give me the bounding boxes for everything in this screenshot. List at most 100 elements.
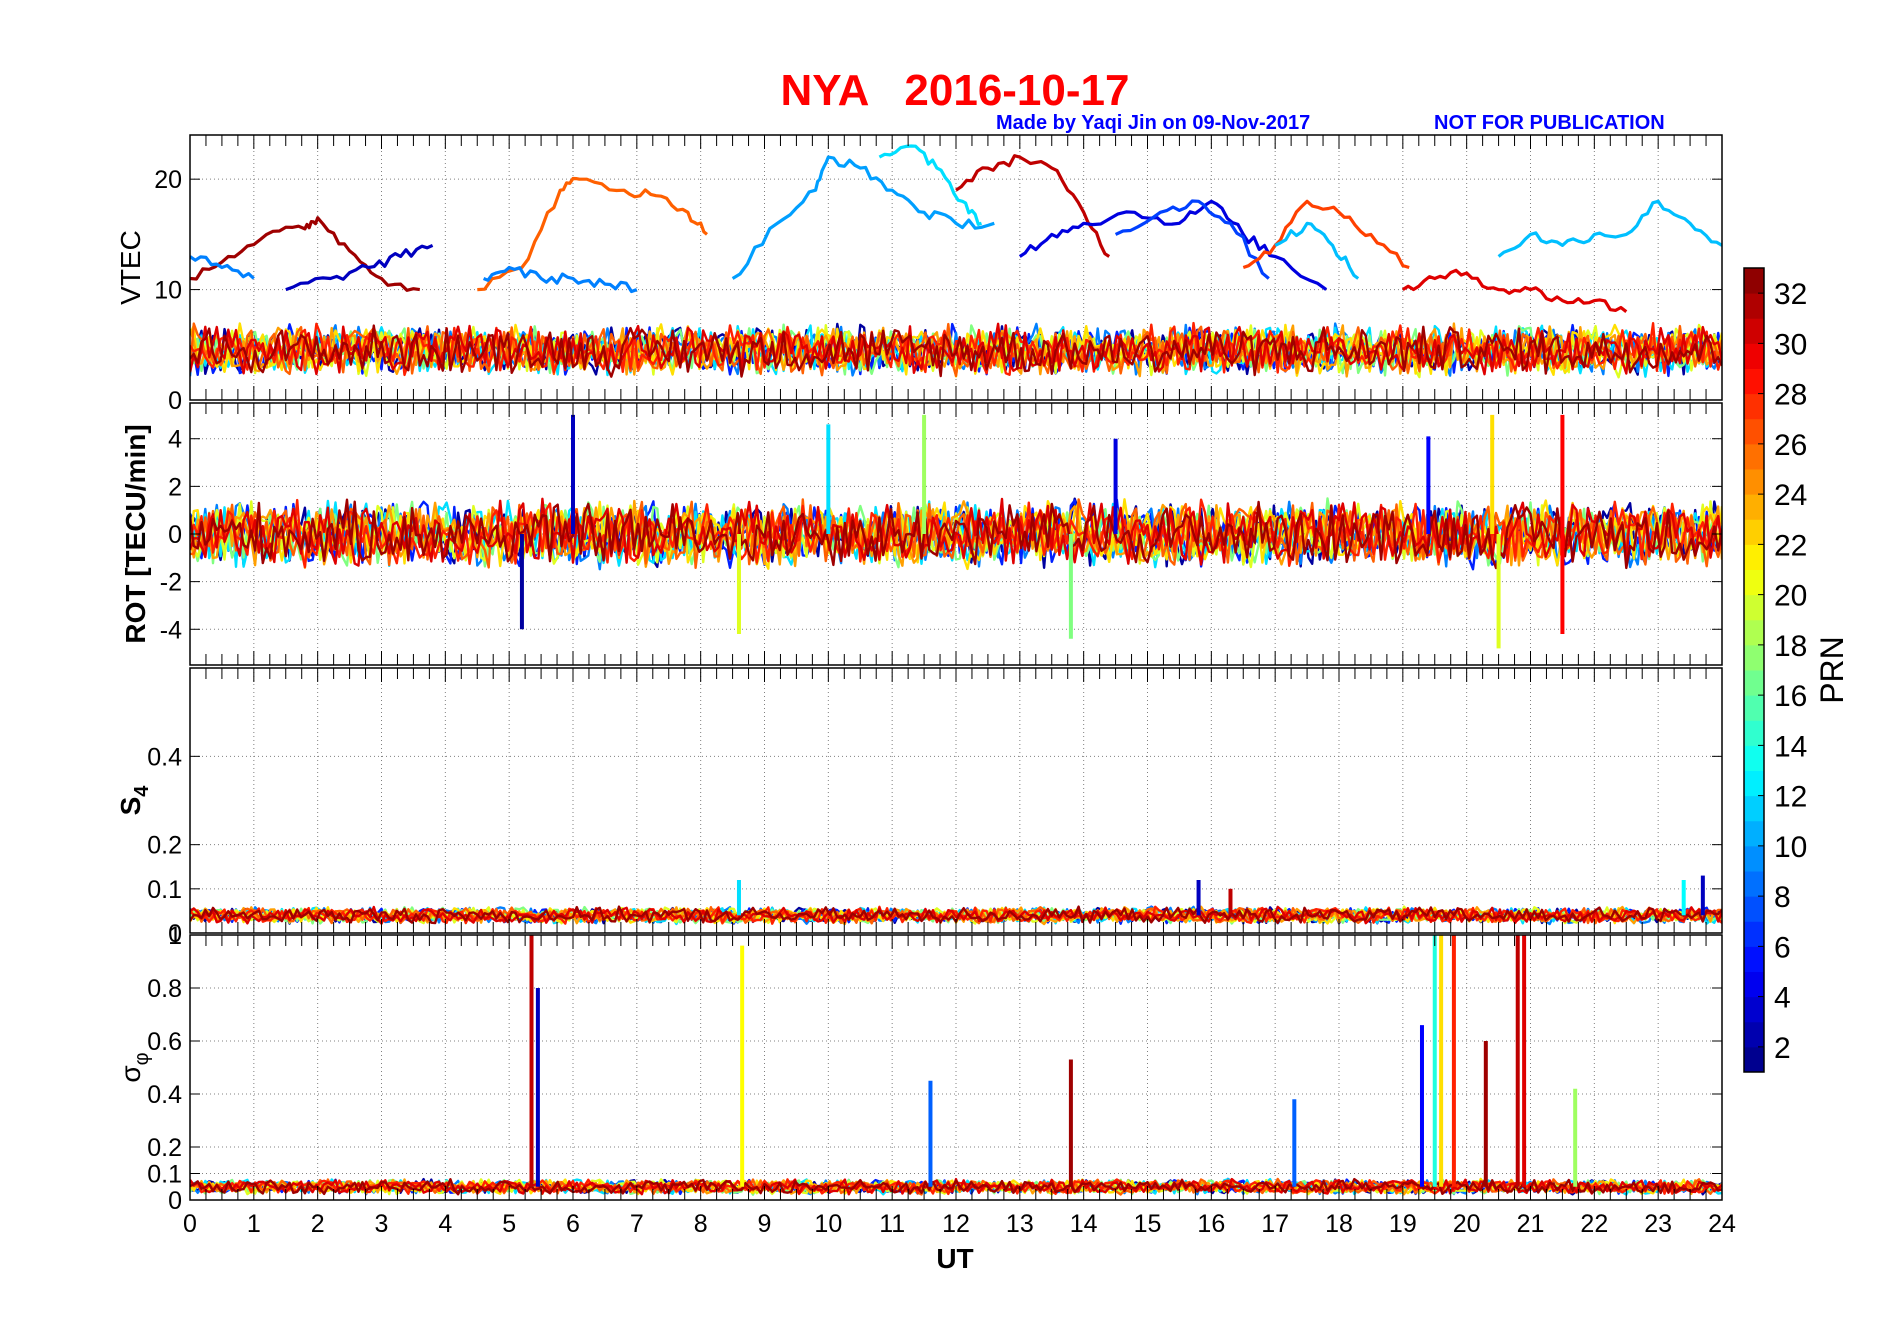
rot-series-prn-32 <box>190 498 1722 570</box>
made-by-note: Made by Yaqi Jin on 09-Nov-2017 <box>996 112 1310 134</box>
vtec-series-prn-11 <box>1497 199 1722 258</box>
colorbar-segment <box>1744 293 1764 319</box>
vtec-series-prn-27 <box>1242 199 1410 270</box>
x-tick-label: 13 <box>1006 1210 1034 1238</box>
colorbar-tick-label: 18 <box>1774 630 1807 663</box>
sigphi-y-tick-label: 0.6 <box>147 1028 182 1056</box>
colorbar-segment <box>1744 971 1764 998</box>
sigphi-y-tick-label: 0 <box>168 1187 182 1215</box>
colorbar-segment <box>1744 1021 1764 1048</box>
sigphi-y-tick-label: 0.1 <box>147 1161 182 1189</box>
colorbar-segment <box>1744 1046 1764 1073</box>
grid <box>190 935 1722 1200</box>
x-tick-label: 7 <box>630 1210 644 1238</box>
colorbar-tick-label: 2 <box>1774 1032 1791 1065</box>
rot-y-tick-label: 4 <box>168 426 182 454</box>
x-tick-label: 1 <box>247 1210 261 1238</box>
colorbar-tick-label: 24 <box>1774 479 1807 512</box>
vtec-y-tick-label: 20 <box>154 166 182 194</box>
colorbar-tick-label: 22 <box>1774 529 1807 562</box>
colorbar-frame <box>1743 267 1765 1073</box>
x-tick-label: 12 <box>942 1210 970 1238</box>
colorbar-segment <box>1744 695 1764 721</box>
rot-y-tick-label: -4 <box>160 616 182 644</box>
colorbar-segment <box>1744 896 1764 922</box>
colorbar-segment <box>1744 770 1764 797</box>
x-tick-label: 19 <box>1389 1210 1417 1238</box>
sigphi-y-tick-label: 0.4 <box>147 1081 182 1109</box>
rot-x-ticks <box>189 403 1723 665</box>
x-tick-label: 24 <box>1708 1210 1736 1238</box>
x-tick-label: 2 <box>311 1210 325 1238</box>
colorbar-segment <box>1744 745 1764 771</box>
colorbar-segment <box>1744 393 1764 420</box>
vtec-series-prn-9 <box>190 255 255 280</box>
s4-data <box>190 875 1722 926</box>
x-tick-label: 21 <box>1517 1210 1545 1238</box>
colorbar-segment <box>1744 544 1764 570</box>
colorbar-segment <box>1744 619 1764 646</box>
colorbar-tick-label: 8 <box>1774 881 1791 914</box>
colorbar-segment <box>1744 494 1764 520</box>
s4-y-tick-label: 0 <box>168 920 182 948</box>
rot-data <box>190 414 1722 649</box>
vtec-series-prn-31 <box>955 154 1111 258</box>
colorbar-segment <box>1744 720 1764 746</box>
colorbar-segment <box>1744 343 1764 369</box>
colorbar-tick-label: 14 <box>1774 730 1807 763</box>
colorbar-segment <box>1744 569 1764 596</box>
x-tick-label: 22 <box>1580 1210 1608 1238</box>
colorbar-tick-label: 10 <box>1774 831 1807 864</box>
colorbar-segment <box>1744 594 1764 621</box>
vtec-x-ticks <box>189 135 1723 400</box>
colorbar-tick-label: 20 <box>1774 580 1807 613</box>
rot-y-tick-label: 0 <box>168 521 182 549</box>
s4-y-tick-label: 0.2 <box>147 832 182 860</box>
colorbar-tick-label: 32 <box>1774 278 1807 311</box>
x-tick-label: 11 <box>879 1210 905 1238</box>
colorbar-segment <box>1744 418 1764 445</box>
colorbar-segment <box>1744 946 1764 972</box>
colorbar-tick-label: 28 <box>1774 379 1807 412</box>
x-tick-label: 8 <box>694 1210 708 1238</box>
vtec-series-prn-12 <box>878 144 982 226</box>
x-tick-label: 20 <box>1453 1210 1481 1238</box>
s4-y-tick-label: 0.4 <box>147 743 182 771</box>
grid <box>190 668 1722 933</box>
sigphi-x-ticks <box>189 935 1723 1200</box>
x-tick-label: 14 <box>1070 1210 1098 1238</box>
colorbar-segment <box>1744 443 1764 470</box>
x-tick-label: 0 <box>183 1210 197 1238</box>
x-tick-label: 18 <box>1325 1210 1353 1238</box>
colorbar-tick-label: 4 <box>1774 982 1791 1015</box>
rot-y-tick-label: -2 <box>160 569 182 597</box>
rot-y-tick-label: 2 <box>168 473 182 501</box>
vtec-series-prn-11 <box>1274 221 1360 280</box>
colorbar-segment <box>1744 318 1764 344</box>
sigphi-y-axis-label-subscript: φ <box>131 1052 153 1065</box>
colorbar-segment <box>1744 644 1764 671</box>
x-tick-label: 10 <box>814 1210 842 1238</box>
colorbar-tick-label: 30 <box>1774 328 1807 361</box>
vtec-y-tick-label: 0 <box>168 387 182 415</box>
colorbar-segment <box>1744 996 1764 1023</box>
x-tick-label: 9 <box>758 1210 772 1238</box>
x-axis-label: UT <box>936 1243 973 1274</box>
x-tick-label: 5 <box>502 1210 516 1238</box>
s4-y-tick-label: 0.1 <box>147 876 182 904</box>
x-tick-label: 3 <box>375 1210 389 1238</box>
x-tick-label: 15 <box>1134 1210 1162 1238</box>
s4-panel: 0 0.1 0.2 0.4 S4 <box>115 667 1723 948</box>
not-for-publication-note: NOT FOR PUBLICATION <box>1434 112 1665 134</box>
vtec-panel: 0 10 20 VTEC <box>115 134 1723 415</box>
rot-y-axis-label: ROT [TECU/min] <box>120 424 151 643</box>
colorbar-segment <box>1744 268 1764 294</box>
colorbar-segment <box>1744 845 1764 872</box>
sigphi-y-tick-label: 1 <box>168 922 182 950</box>
sigphi-y-tick-label: 0.2 <box>147 1134 182 1162</box>
vtec-y-tick-label: 10 <box>154 277 182 305</box>
sigphi-y-axis-label: σφ <box>115 1052 153 1082</box>
rot-series-prn-24 <box>190 499 1722 569</box>
